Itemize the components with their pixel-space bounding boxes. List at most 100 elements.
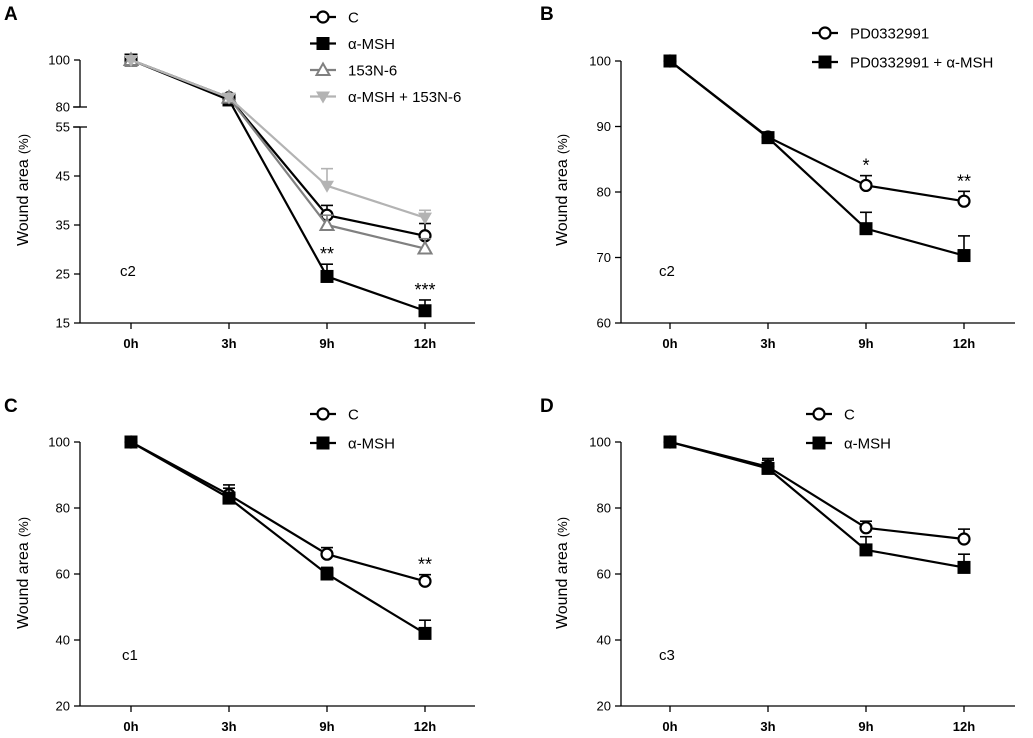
data-point [320,180,334,193]
x-tick-label: 9h [319,719,334,734]
y-axis-unit: (%) [16,134,31,154]
y-axis-title: Wound area (%) [15,517,32,629]
legend: Cα-MSH [310,407,395,453]
x-tick-label: 0h [123,719,138,734]
x-tick-label: 0h [662,719,677,734]
data-point [663,54,677,68]
y-tick-label: 60 [597,316,611,331]
data-point [416,239,434,255]
legend-marker [316,91,330,104]
y-tick-label: 80 [597,185,611,200]
panel-annotation: c3 [659,647,675,664]
x-tick-label: 0h [662,336,677,351]
data-point [222,491,236,505]
panel-letter: C [4,396,18,417]
x-tick-label: 12h [953,719,975,734]
axes [620,61,1015,324]
data-point [957,249,971,263]
data-point [418,574,432,588]
data-point [859,543,873,557]
legend-marker [812,436,826,450]
series-line [669,60,965,257]
legend-label: α-MSH + 153N-6 [348,89,461,106]
y-axis-unit: (%) [555,134,570,154]
series-line [130,441,426,635]
series-line [669,440,965,569]
legend-label: PD0332991 [850,26,929,43]
x-tick-label: 12h [414,719,436,734]
significance-label: ** [957,171,971,191]
series-line [669,440,965,541]
axes [620,442,1015,707]
data-point [761,461,775,475]
y-axis-label: Wound area [554,542,571,629]
panel-letter: A [4,4,18,25]
y-tick-label: 100 [589,54,611,69]
series-1 [124,53,432,243]
panel-annotation: c1 [122,647,138,664]
y-axis-unit: (%) [555,517,570,537]
legend-marker [316,436,330,450]
data-point [124,435,138,449]
y-tick-label: 60 [56,567,70,582]
legend: Cα-MSH 153N-6 α-MSH + 153N-6 [310,10,461,106]
series-3 [122,51,434,255]
legend-marker [818,55,832,69]
series-1 [124,435,432,588]
data-point [859,222,873,236]
panel-annotation: c2 [120,263,136,280]
significance-label: ** [418,555,432,575]
data-point [957,194,971,208]
y-axis-label: Wound area [15,542,32,629]
x-tick-label: 3h [760,719,775,734]
data-point [761,131,775,145]
panel-letter: B [540,4,554,25]
significance-label: ** [320,244,334,264]
y-tick-label: 35 [56,218,70,233]
y-tick-label: 20 [597,699,611,714]
legend-label: C [348,407,359,424]
legend: PD0332991 PD0332991 + α-MSH [812,26,993,72]
y-axis-title: Wound area (%) [15,134,32,246]
series-line [130,58,426,237]
data-point [124,55,138,67]
data-point [418,304,432,318]
legend-label: α-MSH [844,436,891,453]
significance-label: * [862,156,869,176]
chart-panel-a: A 15 25 35 45 55 80 100 0h 3h 9h 12h Wound area (%) c2… [4,4,475,351]
axes [79,442,475,707]
data-point [663,435,677,449]
panel-letter: D [540,396,554,417]
legend-marker [818,26,832,40]
x-tick-label: 3h [221,336,236,351]
chart-panel-c: C 20 40 60 80 100 0h 3h 9h 12h Wound area (%) c1 ** Cα… [4,396,475,734]
legend-label: α-MSH [348,36,395,53]
y-axis-label: Wound area [554,159,571,246]
series-line [130,441,426,583]
x-tick-label: 9h [858,336,873,351]
y-tick-label: 70 [597,250,611,265]
x-tick-label: 9h [858,719,873,734]
data-point [957,560,971,574]
data-point [320,547,334,561]
x-tick-label: 3h [760,336,775,351]
y-tick-label: 15 [56,316,70,331]
panel-annotation: c2 [659,263,675,280]
y-axis-unit: (%) [16,517,31,537]
legend-label: 153N-6 [348,63,397,80]
data-point [957,532,971,546]
data-point [859,521,873,535]
y-tick-label: 20 [56,699,70,714]
x-tick-label: 3h [221,719,236,734]
series-line [130,58,426,219]
legend-label: C [348,10,359,27]
legend-marker [316,10,330,24]
x-tick-label: 12h [414,336,436,351]
series-line [669,60,965,203]
y-axis-title: Wound area (%) [554,517,571,629]
legend-marker [316,407,330,421]
series-2 [124,435,432,640]
legend-marker [314,61,332,76]
